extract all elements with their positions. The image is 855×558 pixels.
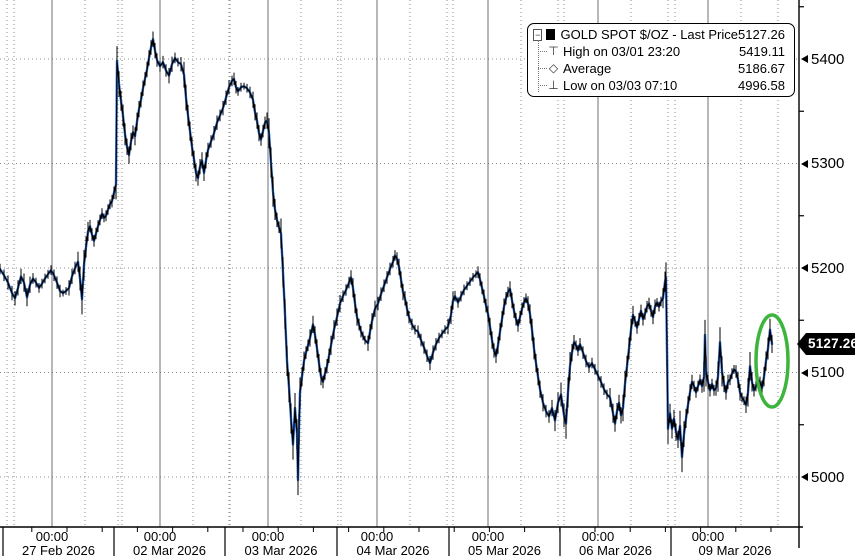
legend-row-low: ⊥ Low on 03/03 07:10 4996.58	[528, 77, 794, 94]
low-marker-icon: ⊥	[548, 78, 559, 92]
price-tick-label-5000: 5000	[801, 468, 844, 486]
price-tick-label-5300: 5300	[801, 155, 844, 173]
last-price-badge: 5127.26	[797, 333, 855, 355]
date-tick-label-3: 04 Mar 2026	[356, 543, 430, 558]
legend-high-label: High on 03/01 23:20	[563, 44, 681, 59]
legend-series-label: GOLD SPOT $/OZ - Last Price	[560, 27, 738, 42]
date-tick-label-2: 03 Mar 2026	[244, 543, 318, 558]
series-swatch-icon	[546, 29, 555, 40]
legend-high-value: 5419.11	[738, 44, 785, 59]
tree-stub	[538, 50, 547, 53]
legend-collapse-icon[interactable]: −	[533, 28, 543, 41]
tree-stub	[538, 84, 547, 87]
date-tick-label-4: 05 Mar 2026	[468, 543, 541, 558]
time-tick-label-6: 00:00	[691, 529, 725, 544]
legend-row-average: ◇ Average 5186.67	[528, 60, 794, 77]
badge-arrow-icon	[797, 333, 806, 355]
tick-arrow-icon	[801, 264, 808, 272]
badge-price-text: 5127.26	[806, 333, 855, 355]
legend-average-label: Average	[563, 61, 612, 76]
legend-row-high: ⊤ High on 03/01 23:20 5419.11	[528, 43, 794, 60]
time-tick-label-5: 00:00	[581, 529, 615, 544]
tick-arrow-icon	[801, 159, 808, 168]
legend-box: − GOLD SPOT $/OZ - Last Price 5127.26 ⊤ …	[527, 23, 795, 97]
time-tick-label-3: 00:00	[360, 529, 394, 544]
date-tick-label-5: 06 Mar 2026	[579, 543, 652, 558]
date-tick-label-1: 02 Mar 2026	[133, 543, 206, 558]
legend-tree-connector	[538, 40, 540, 92]
tick-arrow-icon	[801, 55, 808, 63]
time-tick-label-1: 00:00	[143, 529, 177, 544]
date-tick-label-0: 27 Feb 2026	[21, 543, 95, 558]
price-series-blue-line	[0, 37, 774, 482]
price-tick-label-5200: 5200	[801, 259, 844, 277]
legend-row-last-price: − GOLD SPOT $/OZ - Last Price 5127.26	[528, 26, 794, 43]
legend-low-value: 4996.58	[738, 78, 785, 93]
average-marker-icon: ◇	[548, 61, 559, 75]
high-marker-icon: ⊤	[548, 44, 559, 58]
legend-average-value: 5186.67	[738, 61, 785, 76]
time-tick-label-2: 00:00	[251, 529, 285, 544]
price-series-black-line	[0, 38, 773, 481]
price-tick-label-5100: 5100	[801, 364, 844, 382]
legend-low-label: Low on 03/03 07:10	[563, 78, 678, 93]
time-tick-label-0: 00:00	[35, 529, 69, 544]
date-tick-label-6: 09 Mar 2026	[698, 543, 772, 558]
tree-stub	[538, 67, 547, 70]
tick-arrow-icon	[801, 473, 808, 481]
green-ellipse-annotation	[754, 313, 790, 409]
time-tick-label-4: 00:00	[471, 529, 505, 544]
legend-last-price-value: 5127.26	[738, 27, 785, 42]
tick-arrow-icon	[801, 368, 808, 377]
price-tick-label-5400: 5400	[801, 50, 844, 68]
